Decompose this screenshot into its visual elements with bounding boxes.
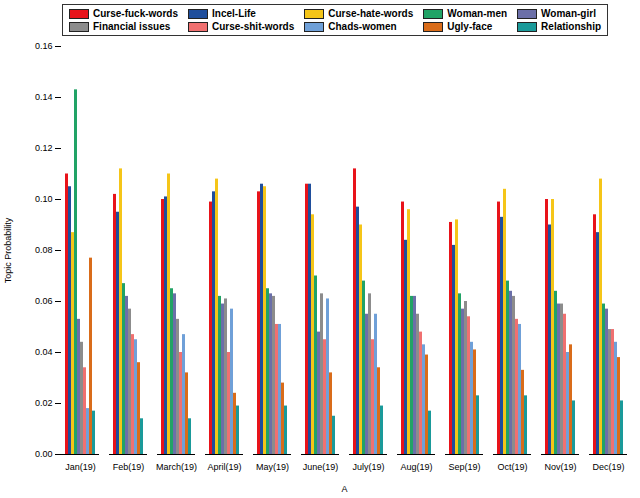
html-text:Financial issues: Financial issues <box>93 21 171 32</box>
svg-text:Sep(19): Sep(19) <box>448 462 480 472</box>
svg-text:0.12: 0.12 <box>35 143 53 153</box>
svg-text:0.00: 0.00 <box>35 449 53 459</box>
svg-text:0.04: 0.04 <box>35 347 53 357</box>
svg-text:0.08: 0.08 <box>35 245 53 255</box>
svg-text:0.16: 0.16 <box>35 41 53 51</box>
svg-text:0.06: 0.06 <box>35 296 53 306</box>
svg-text:July(19): July(19) <box>352 462 384 472</box>
html-text:Incel-Life: Incel-Life <box>212 8 256 19</box>
html-text:Chads-women: Chads-women <box>328 21 397 32</box>
svg-text:Topic Probability: Topic Probability <box>3 217 13 283</box>
svg-text:Jan(19): Jan(19) <box>65 462 96 472</box>
svg-text:Oct(19): Oct(19) <box>497 462 527 472</box>
svg-text:Aug(19): Aug(19) <box>400 462 432 472</box>
svg-text:Dec(19): Dec(19) <box>592 462 624 472</box>
svg-text:0.02: 0.02 <box>35 398 53 408</box>
svg-text:April(19): April(19) <box>207 462 241 472</box>
svg-text:0.10: 0.10 <box>35 194 53 204</box>
html-text:Ugly-face: Ugly-face <box>447 21 493 32</box>
html-text:Woman-men: Woman-men <box>447 8 508 19</box>
html-text:Woman-girl: Woman-girl <box>541 8 596 19</box>
svg-text:March(19): March(19) <box>156 462 197 472</box>
svg-text:0.14: 0.14 <box>35 92 53 102</box>
svg-text:Nov(19): Nov(19) <box>544 462 576 472</box>
svg-text:May(19): May(19) <box>256 462 289 472</box>
html-text:Curse-hate-words: Curse-hate-words <box>328 8 414 19</box>
html-text:Curse-fuck-words: Curse-fuck-words <box>93 8 178 19</box>
html-text:Curse-shit-words: Curse-shit-words <box>212 21 295 32</box>
svg-text:June(19): June(19) <box>303 462 339 472</box>
svg-text:Feb(19): Feb(19) <box>113 462 145 472</box>
svg-text:A: A <box>341 484 347 494</box>
html-text:Relationship: Relationship <box>541 21 602 32</box>
